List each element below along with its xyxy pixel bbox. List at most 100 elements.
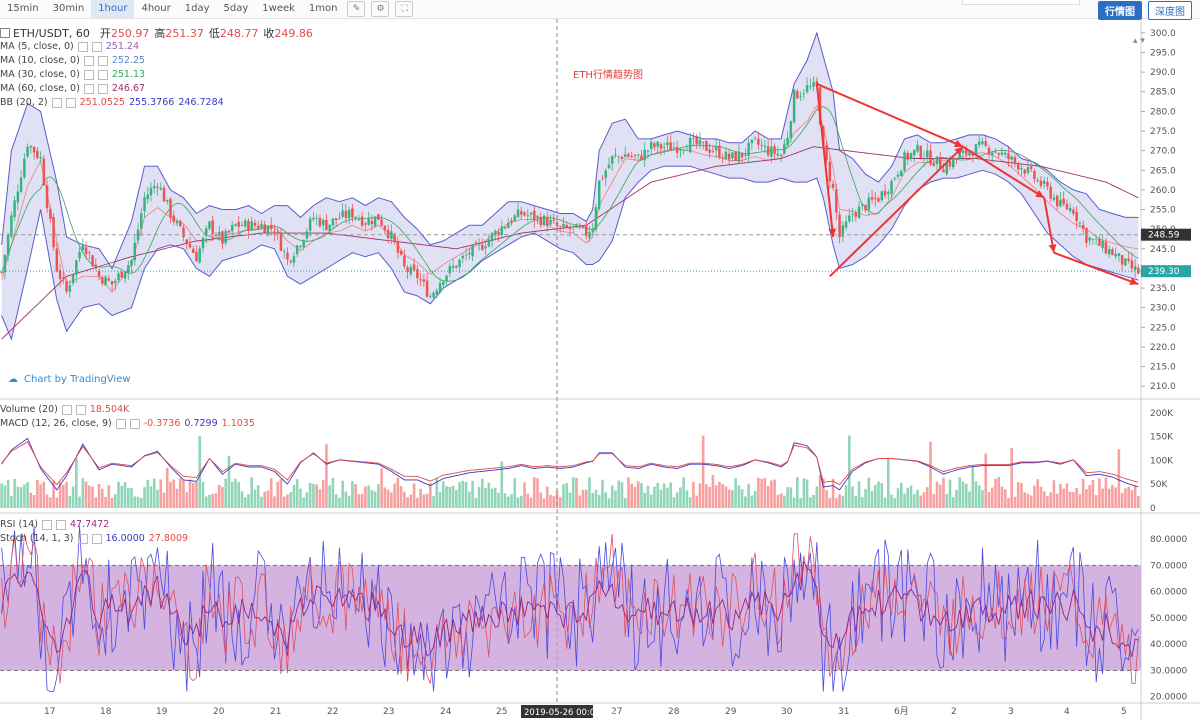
volume-bar <box>565 483 569 508</box>
close-icon[interactable] <box>129 418 140 429</box>
settings-icon[interactable] <box>83 83 94 94</box>
volume-bar <box>1059 483 1062 508</box>
candle <box>10 215 13 237</box>
volume-bar <box>49 497 52 508</box>
tab-depth-chart[interactable]: 深度图 <box>1148 1 1192 20</box>
volume-bar <box>299 488 302 508</box>
candle <box>870 197 874 200</box>
candle <box>1026 167 1030 173</box>
volume-bar <box>208 494 211 508</box>
pane-controls[interactable]: ▴ ▾ <box>1133 36 1145 46</box>
volume-bar <box>997 477 1001 508</box>
volume-bar <box>175 488 179 508</box>
candle <box>354 216 357 218</box>
timeframe-1hour[interactable]: 1hour <box>91 0 135 18</box>
x-axis-label: 27 <box>611 707 622 717</box>
candle <box>659 144 663 149</box>
close-icon[interactable] <box>91 533 102 544</box>
volume-bar <box>662 483 666 508</box>
candle <box>867 197 871 210</box>
tab-price-chart[interactable]: 行情图 <box>1098 1 1142 20</box>
settings-icon[interactable] <box>41 519 52 530</box>
tradingview-brand[interactable]: ☁ Chart by TradingView <box>8 374 131 385</box>
candle <box>932 163 935 166</box>
candle <box>230 225 234 232</box>
settings-icon[interactable] <box>51 97 62 108</box>
candle <box>562 223 565 228</box>
volume-bar <box>1003 489 1007 508</box>
candle <box>965 148 968 155</box>
volume-bar <box>1007 497 1010 508</box>
timeframe-1day[interactable]: 1day <box>184 3 210 14</box>
volume-bar <box>409 494 413 508</box>
candle <box>490 233 494 241</box>
candle <box>26 146 29 157</box>
close-icon[interactable] <box>91 41 102 52</box>
close-icon[interactable] <box>97 69 108 80</box>
candle <box>763 145 767 147</box>
gear-icon[interactable]: ⚙ <box>371 1 390 17</box>
candle <box>968 151 971 156</box>
volume-bar <box>351 481 354 508</box>
settings-icon[interactable] <box>77 533 88 544</box>
volume-bar <box>584 489 588 508</box>
candle <box>78 251 81 259</box>
settings-icon[interactable] <box>77 41 88 52</box>
timeframe-1week[interactable]: 1week <box>262 3 295 14</box>
timeframe-4hour[interactable]: 4hour <box>141 3 171 14</box>
candle <box>312 217 315 220</box>
top-input-field[interactable] <box>962 0 1080 5</box>
candle <box>136 229 140 241</box>
volume-bar <box>139 497 143 508</box>
settings-icon[interactable] <box>83 55 94 66</box>
timeframe-30min[interactable]: 30min <box>52 3 85 14</box>
volume-bar <box>747 483 750 508</box>
settings-icon[interactable] <box>115 418 126 429</box>
volume-bar <box>964 483 968 508</box>
candle <box>815 80 819 86</box>
volume-bar <box>432 496 435 508</box>
candle <box>1127 258 1130 261</box>
volume-bar <box>857 481 861 508</box>
settings-icon[interactable] <box>83 69 94 80</box>
volume-bar <box>185 492 189 508</box>
candle <box>604 170 607 178</box>
candle <box>114 280 117 284</box>
volume-bar <box>1075 488 1078 508</box>
legend-volume: Volume (20) 18.504K <box>0 404 130 415</box>
volume-bar <box>588 477 591 508</box>
volume-bar <box>672 497 676 508</box>
settings-icon[interactable] <box>61 404 72 415</box>
volume-bar <box>234 478 237 508</box>
candle <box>429 296 432 298</box>
close-icon[interactable] <box>55 519 66 530</box>
volume-bar <box>377 484 380 508</box>
stoch-d-line <box>1 533 1139 684</box>
volume-bar <box>552 495 556 508</box>
close-icon[interactable] <box>65 97 76 108</box>
close-icon[interactable] <box>97 83 108 94</box>
candle <box>403 255 406 267</box>
timeframe-15min[interactable]: 15min <box>7 3 39 14</box>
chart-canvas[interactable]: 210.0215.0220.0225.0230.0235.0240.0245.0… <box>0 19 1200 720</box>
collapse-icon[interactable] <box>0 28 10 38</box>
pencil-icon[interactable]: ✎ <box>347 1 366 17</box>
rsi-tick-label: 30.0000 <box>1150 666 1187 676</box>
volume-bar <box>458 482 461 508</box>
fullscreen-icon[interactable]: ⛶ <box>395 1 414 17</box>
volume-bar <box>133 496 137 508</box>
candle <box>1094 238 1098 240</box>
volume-bar <box>1039 486 1043 508</box>
volume-bar <box>331 477 335 508</box>
timeframe-5day[interactable]: 5day <box>223 3 249 14</box>
volume-bar <box>490 488 494 508</box>
volume-bar <box>211 493 215 508</box>
candle <box>857 206 861 219</box>
volume-bar <box>617 480 621 508</box>
volume-bar <box>523 482 526 508</box>
candle <box>945 163 948 174</box>
rsi-tick-label: 50.0000 <box>1150 614 1187 624</box>
timeframe-1mon[interactable]: 1mon <box>308 3 338 14</box>
close-icon[interactable] <box>97 55 108 66</box>
close-icon[interactable] <box>75 404 86 415</box>
